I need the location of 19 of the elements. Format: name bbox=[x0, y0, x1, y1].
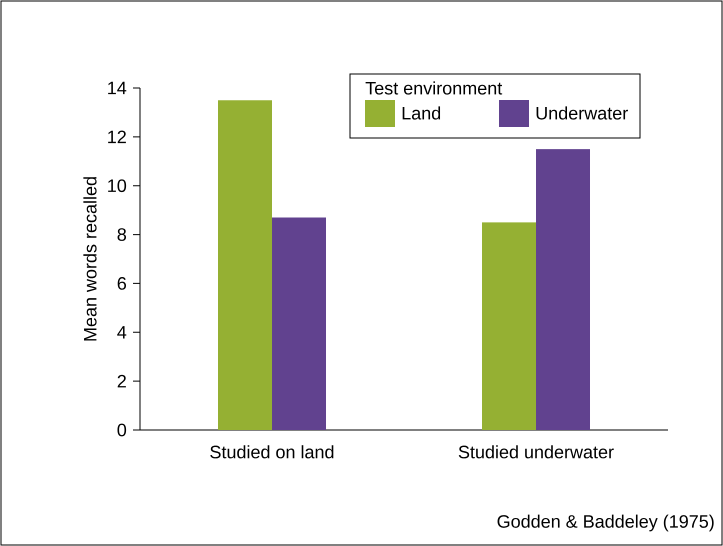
y-tick-label: 4 bbox=[117, 326, 126, 338]
bar bbox=[536, 149, 590, 430]
text: Godden & Baddeley (1975) bbox=[498, 514, 714, 532]
bar bbox=[218, 100, 272, 430]
y-tick-label: 8 bbox=[118, 228, 126, 241]
legend-title: Test environment bbox=[366, 81, 502, 95]
y-axis-title: Mean words recalled bbox=[83, 177, 97, 341]
bar bbox=[482, 222, 536, 430]
y-tick-label: 12 bbox=[108, 130, 126, 144]
x-tick-label: Studied on land bbox=[210, 445, 334, 458]
y-tick-label: 6 bbox=[118, 277, 126, 290]
y-tick-label: 10 bbox=[108, 179, 126, 192]
bar bbox=[272, 217, 326, 430]
y-tick-label: 0 bbox=[117, 424, 126, 436]
y-tick-label: 2 bbox=[118, 374, 126, 388]
y-tick-label: 14 bbox=[108, 82, 126, 94]
legend-label: Underwater bbox=[536, 106, 628, 120]
legend-label: Land bbox=[402, 106, 440, 120]
x-tick-label: Studied underwater bbox=[458, 445, 614, 458]
